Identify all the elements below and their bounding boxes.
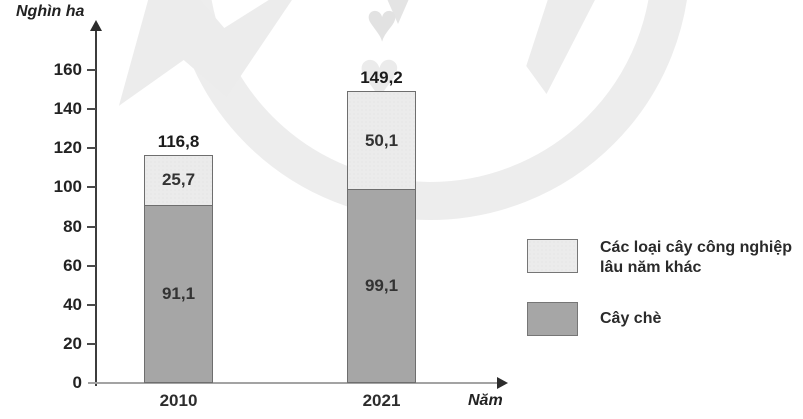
y-axis-arrow-icon: [90, 20, 102, 31]
y-tick-mark: [87, 69, 96, 71]
y-tick-mark: [87, 186, 96, 188]
y-tick-label: 20: [63, 334, 82, 353]
segment-tea: 91,1: [144, 204, 213, 383]
segment-value-label: 25,7: [161, 170, 196, 190]
bar-2021: 149,2 50,1 99,1: [347, 68, 416, 383]
bar-2010: 116,8 25,7 91,1: [144, 132, 213, 383]
legend-swatch-tea: [527, 302, 578, 336]
y-axis-line: [95, 30, 97, 386]
y-axis-title: Nghìn ha: [16, 3, 85, 20]
x-tick-label-2021: 2021: [362, 391, 401, 410]
x-axis-arrow-icon: [497, 377, 508, 389]
segment-value-label: 91,1: [161, 283, 196, 303]
legend-swatch-other-crops: [527, 239, 578, 273]
y-tick-mark: [87, 108, 96, 110]
y-tick-mark: [87, 343, 96, 345]
legend-label-tea: Cây chè: [600, 310, 662, 327]
segment-value-label: 99,1: [364, 276, 399, 296]
x-axis-title: Năm: [468, 392, 503, 409]
y-tick-label: 100: [53, 177, 82, 196]
y-tick-label: 60: [63, 256, 82, 275]
segment-value-label: 50,1: [364, 130, 399, 150]
legend-label-other-crops: Các loại cây công nghiệp lâu năm khác: [600, 239, 793, 276]
y-tick-label: 140: [53, 99, 82, 118]
y-tick-label: 160: [53, 60, 82, 79]
y-tick-mark: [87, 147, 96, 149]
y-tick-label: 0: [72, 373, 82, 392]
x-axis-line: [88, 382, 498, 384]
y-tick-mark: [87, 265, 96, 267]
y-tick-label: 80: [63, 217, 82, 236]
y-tick-mark: [87, 226, 96, 228]
segment-tea: 99,1: [347, 189, 416, 383]
y-tick-label: 120: [53, 138, 82, 157]
y-tick-label: 40: [63, 295, 82, 314]
bar-total-label: 149,2: [360, 68, 403, 88]
segment-other-crops: 50,1: [347, 91, 416, 190]
bar-total-label: 116,8: [157, 131, 200, 151]
y-tick-mark: [87, 304, 96, 306]
x-tick-label-2010: 2010: [159, 391, 198, 410]
segment-other-crops: 25,7: [144, 154, 213, 205]
